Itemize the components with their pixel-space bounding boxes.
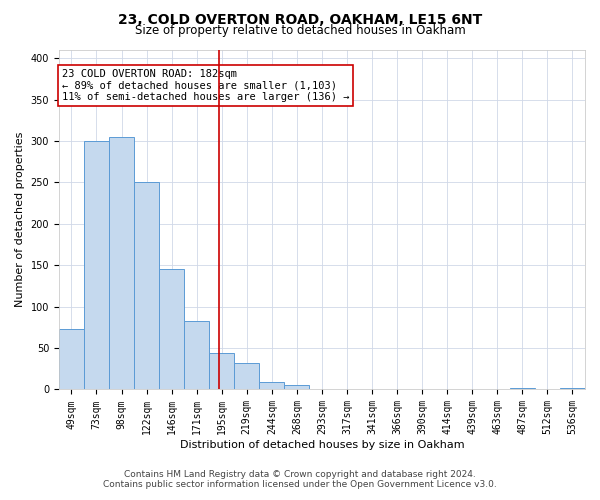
Bar [560,388,585,390]
Bar [259,382,284,390]
Bar [134,182,159,390]
Bar [209,353,234,390]
Text: 23 COLD OVERTON ROAD: 182sqm
← 89% of detached houses are smaller (1,103)
11% of: 23 COLD OVERTON ROAD: 182sqm ← 89% of de… [62,68,349,102]
Text: Contains HM Land Registry data © Crown copyright and database right 2024.
Contai: Contains HM Land Registry data © Crown c… [103,470,497,489]
Bar [234,363,259,390]
X-axis label: Distribution of detached houses by size in Oakham: Distribution of detached houses by size … [179,440,464,450]
Bar [59,329,84,390]
Bar [510,388,535,390]
Y-axis label: Number of detached properties: Number of detached properties [15,132,25,308]
Bar [159,270,184,390]
Text: Size of property relative to detached houses in Oakham: Size of property relative to detached ho… [134,24,466,37]
Text: 23, COLD OVERTON ROAD, OAKHAM, LE15 6NT: 23, COLD OVERTON ROAD, OAKHAM, LE15 6NT [118,12,482,26]
Bar [84,141,109,390]
Bar [284,384,310,390]
Bar [109,137,134,390]
Bar [184,320,209,390]
